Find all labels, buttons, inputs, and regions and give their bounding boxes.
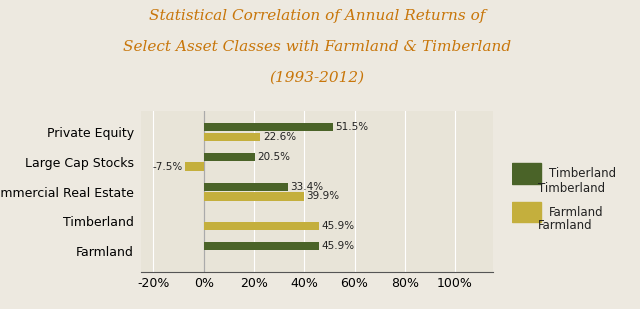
Text: -7.5%: -7.5% bbox=[152, 162, 182, 171]
Bar bbox=[204, 153, 255, 161]
Text: (1993-2012): (1993-2012) bbox=[269, 71, 364, 85]
Bar bbox=[204, 222, 319, 230]
Bar bbox=[512, 163, 541, 184]
Text: 33.4%: 33.4% bbox=[290, 182, 323, 192]
Text: 39.9%: 39.9% bbox=[307, 191, 340, 201]
Text: 45.9%: 45.9% bbox=[321, 241, 355, 251]
Text: Farmland: Farmland bbox=[549, 206, 604, 219]
Bar bbox=[512, 202, 541, 222]
Bar bbox=[204, 242, 319, 251]
Bar bbox=[204, 183, 287, 191]
Text: Select Asset Classes with Farmland & Timberland: Select Asset Classes with Farmland & Tim… bbox=[123, 40, 511, 54]
Bar bbox=[204, 133, 260, 141]
Text: Timberland: Timberland bbox=[538, 182, 605, 195]
Bar bbox=[204, 123, 333, 131]
Text: Timberland: Timberland bbox=[549, 167, 616, 180]
Text: 22.6%: 22.6% bbox=[263, 132, 296, 142]
Bar bbox=[204, 192, 304, 201]
Text: 45.9%: 45.9% bbox=[321, 221, 355, 231]
Text: 20.5%: 20.5% bbox=[258, 152, 291, 162]
Text: Statistical Correlation of Annual Returns of: Statistical Correlation of Annual Return… bbox=[148, 9, 485, 23]
Text: 51.5%: 51.5% bbox=[335, 122, 369, 132]
Text: Farmland: Farmland bbox=[538, 219, 592, 232]
Bar bbox=[185, 163, 204, 171]
